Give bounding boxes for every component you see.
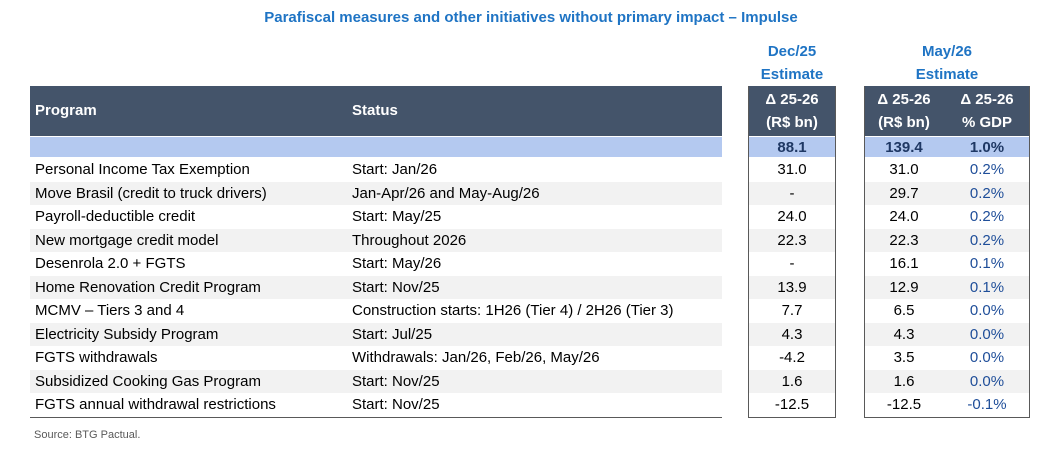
value: -	[789, 255, 795, 272]
row-stripe	[30, 369, 722, 393]
column-header: Δ 25-26	[877, 91, 931, 108]
value: -4.2	[779, 349, 805, 366]
value: 0.0%	[969, 325, 1005, 343]
value: 0.2%	[969, 231, 1005, 249]
source: Source: BTG Pactual.	[34, 428, 141, 441]
program: FGTS withdrawals	[35, 349, 158, 366]
value: 22.3	[889, 231, 919, 249]
program: Subsidized Cooking Gas Program	[35, 372, 261, 390]
status: Start: Nov/25	[352, 278, 440, 296]
group-label: Dec/25	[767, 43, 817, 60]
row-stripe	[30, 322, 722, 346]
program: New mortgage credit model	[35, 231, 219, 249]
value: 1.6	[893, 372, 915, 390]
total-value: 1.0%	[969, 139, 1005, 156]
row-stripe	[30, 228, 722, 252]
program: FGTS annual withdrawal restrictions	[35, 396, 276, 413]
value: 13.9	[777, 278, 807, 296]
value: -0.1%	[967, 396, 1007, 413]
value: 24.0	[889, 208, 919, 225]
value: 0.0%	[969, 302, 1005, 319]
row-stripe	[748, 369, 836, 393]
row-stripe	[748, 322, 836, 346]
status: Start: Nov/25	[352, 396, 440, 413]
status: Withdrawals: Jan/26, Feb/26, May/26	[352, 349, 600, 366]
value: 6.5	[893, 302, 915, 319]
program: Personal Income Tax Exemption	[35, 161, 250, 178]
total-bg	[748, 137, 836, 157]
value: 0.2%	[969, 208, 1005, 225]
value: -12.5	[774, 396, 810, 413]
group-label: May/26	[921, 43, 973, 60]
status: Start: May/26	[352, 255, 442, 272]
value: 12.9	[889, 278, 919, 296]
status: Construction starts: 1H26 (Tier 4) / 2H2…	[352, 302, 674, 319]
title: Parafiscal measures and other initiative…	[264, 9, 798, 26]
value: 0.1%	[969, 255, 1005, 272]
row-stripe	[748, 275, 836, 299]
program: Move Brasil (credit to truck drivers)	[35, 184, 267, 202]
value: 7.7	[781, 302, 803, 319]
program: Payroll-deductible credit	[35, 208, 196, 225]
row-stripe	[864, 322, 1030, 346]
row-stripe	[864, 181, 1030, 205]
row-stripe	[748, 228, 836, 252]
value: 4.3	[781, 325, 803, 343]
status: Start: May/25	[352, 208, 442, 225]
value: 22.3	[777, 231, 807, 249]
column-header: (R$ bn)	[766, 114, 818, 131]
program: Desenrola 2.0 + FGTS	[35, 255, 186, 272]
value: 24.0	[777, 208, 807, 225]
header-bg	[864, 86, 1030, 136]
column-header: Program	[35, 102, 97, 119]
column-border	[748, 86, 836, 418]
value: -	[789, 184, 795, 202]
row-stripe	[864, 369, 1030, 393]
row-stripe	[864, 228, 1030, 252]
value: 31.0	[889, 161, 919, 178]
value: 0.2%	[969, 184, 1005, 202]
total-bg	[30, 137, 722, 157]
total-bg	[864, 137, 1030, 157]
column-header: % GDP	[961, 114, 1012, 131]
value: 31.0	[777, 161, 807, 178]
header-bg	[30, 86, 722, 136]
program: MCMV – Tiers 3 and 4	[35, 302, 185, 319]
value: 0.2%	[969, 161, 1005, 178]
value: 29.7	[889, 184, 919, 202]
status: Start: Nov/25	[352, 372, 440, 390]
row-stripe	[864, 275, 1030, 299]
value: 1.6	[781, 372, 803, 390]
program: Home Renovation Credit Program	[35, 278, 261, 296]
group-sublabel: Estimate	[760, 66, 824, 83]
value: 0.0%	[969, 372, 1005, 390]
status: Start: Jul/25	[352, 325, 433, 343]
column-border	[864, 86, 1030, 418]
row-stripe	[30, 275, 722, 299]
rule	[30, 416, 722, 418]
program: Electricity Subsidy Program	[35, 325, 219, 343]
value: 4.3	[893, 325, 915, 343]
column-header: Δ 25-26	[765, 91, 819, 108]
value: 16.1	[889, 255, 919, 272]
value: 0.1%	[969, 278, 1005, 296]
value: 3.5	[893, 349, 915, 366]
total-value: 88.1	[777, 139, 807, 156]
header-bg	[748, 86, 836, 136]
row-stripe	[748, 181, 836, 205]
value: -12.5	[886, 396, 922, 413]
column-header: Status	[352, 102, 398, 119]
column-header: Δ 25-26	[960, 91, 1014, 108]
row-stripe	[30, 181, 722, 205]
status: Throughout 2026	[352, 231, 467, 249]
total-value: 139.4	[885, 139, 923, 156]
status: Jan-Apr/26 and May-Aug/26	[352, 184, 540, 202]
group-sublabel: Estimate	[915, 66, 979, 83]
value: 0.0%	[969, 349, 1005, 366]
column-header: (R$ bn)	[878, 114, 930, 131]
status: Start: Jan/26	[352, 161, 438, 178]
